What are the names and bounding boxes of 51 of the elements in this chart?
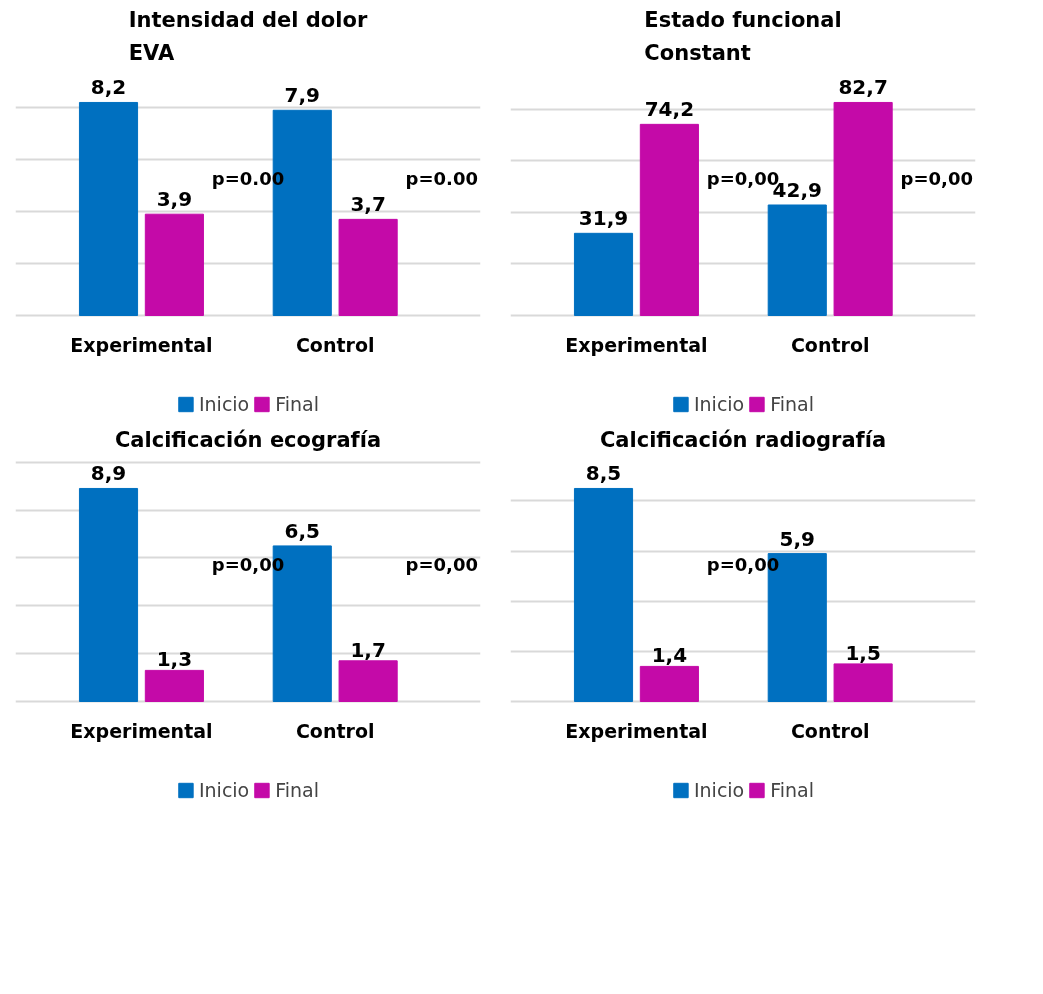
legend-label: Final [275, 779, 320, 801]
data-label: 3,9 [156, 187, 193, 212]
x-tick-label: Experimental [565, 719, 708, 742]
data-label: 1,7 [350, 637, 386, 662]
legend-label: Final [275, 393, 320, 415]
bar [767, 204, 827, 316]
bar [639, 123, 699, 316]
data-label: 82,7 [838, 75, 888, 100]
data-label: 7,9 [284, 83, 320, 108]
x-tick-label: Control [790, 333, 870, 356]
data-label: 8,2 [90, 75, 127, 100]
chart-title: Estado funcional Constant [644, 7, 842, 66]
legend-label: Inicio [693, 393, 745, 415]
data-label: 74,2 [644, 97, 695, 122]
bar [144, 669, 204, 702]
bar [833, 663, 893, 702]
x-tick-label: Experimental [70, 333, 213, 356]
data-label: 1,5 [845, 640, 881, 665]
bar [573, 487, 634, 702]
data-label: 6,5 [284, 518, 320, 543]
legend-label: Inicio [198, 393, 250, 415]
legend-label: Final [770, 393, 815, 415]
bar [573, 232, 634, 316]
data-label: 3,7 [350, 192, 386, 217]
data-label: 1,4 [651, 643, 688, 668]
bar [639, 665, 699, 702]
bar [338, 660, 398, 702]
annotation: p=0,00 [405, 553, 478, 575]
x-tick-label: Experimental [565, 333, 708, 356]
x-tick-label: Experimental [70, 719, 213, 742]
data-label: 1,3 [156, 647, 193, 672]
chart-title: Intensidad del dolor EVA [128, 7, 368, 66]
x-tick-label: Control [790, 719, 870, 742]
legend-label: Inicio [198, 779, 250, 801]
data-label: 5,9 [779, 526, 815, 551]
data-label: 8,9 [90, 461, 127, 486]
chart-title: Calcificación ecografía [114, 427, 382, 452]
annotation: p=0,00 [900, 167, 973, 189]
x-tick-label: Control [295, 333, 375, 356]
bar [338, 218, 398, 316]
legend-label: Final [770, 779, 815, 801]
legend-label: Inicio [693, 779, 745, 801]
bar [144, 213, 204, 316]
chart-title: Calcificación radiografía [599, 427, 887, 452]
bar [833, 101, 893, 316]
bar [78, 487, 139, 702]
data-label: 31,9 [578, 206, 629, 231]
annotation: p=0.00 [405, 167, 478, 189]
bar [78, 101, 139, 316]
x-tick-label: Control [295, 719, 375, 742]
data-label: 8,5 [585, 461, 622, 486]
